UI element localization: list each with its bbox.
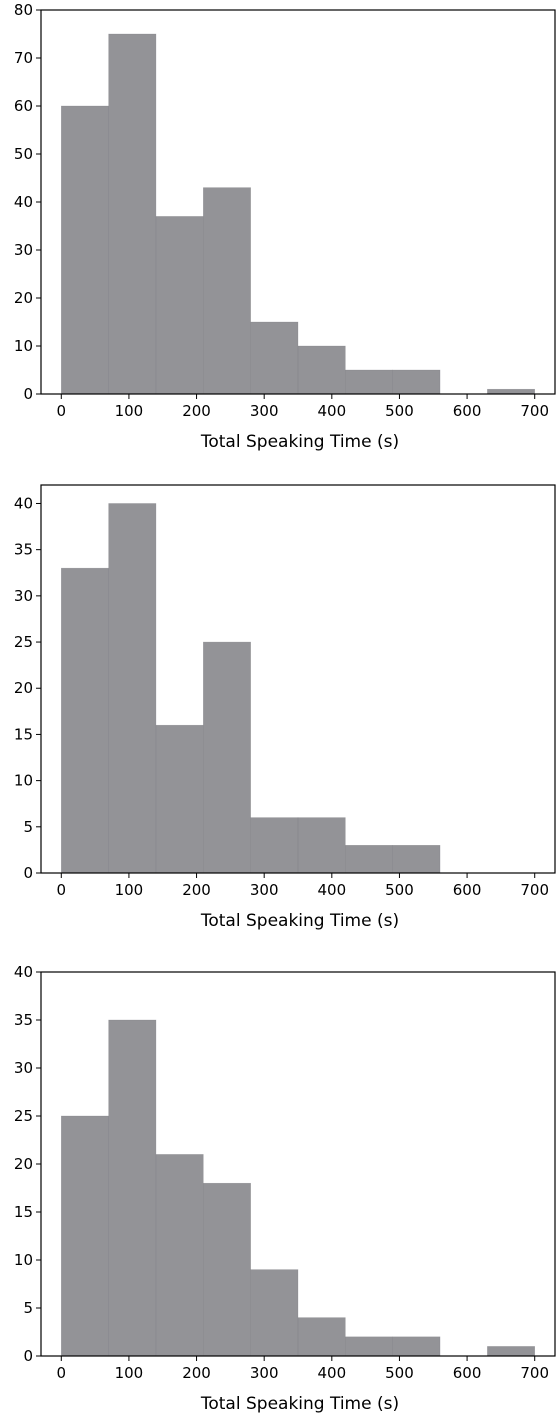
x-tick-label: 500 (385, 402, 414, 420)
x-tick-label: 200 (182, 881, 211, 899)
histogram-bar (203, 1182, 251, 1357)
histogram-bar (345, 845, 393, 874)
histogram-bar (250, 321, 299, 395)
y-tick-label: 25 (14, 633, 33, 651)
histogram-bar (392, 369, 441, 395)
x-tick-label: 200 (182, 1364, 211, 1382)
histogram-bar (487, 388, 535, 395)
x-tick-label: 700 (520, 402, 549, 420)
x-tick-label: 100 (115, 881, 144, 899)
y-tick-label: 30 (14, 587, 33, 605)
histogram-bar (203, 641, 251, 874)
y-tick-label: 5 (23, 1299, 33, 1317)
y-tick-label: 0 (23, 864, 33, 882)
x-axis-title: Total Speaking Time (s) (200, 432, 399, 452)
histogram-bar (61, 567, 109, 874)
x-axis-title: Total Speaking Time (s) (200, 911, 399, 931)
histogram-bar (108, 503, 157, 874)
histogram-bar (155, 1154, 204, 1357)
y-tick-label: 10 (14, 772, 33, 790)
histogram-bar (392, 845, 441, 874)
x-tick-label: 300 (250, 402, 279, 420)
y-tick-label: 20 (14, 1155, 33, 1173)
y-tick-label: 20 (14, 679, 33, 697)
y-tick-label: 35 (14, 541, 33, 559)
y-tick-label: 30 (14, 241, 33, 259)
y-tick-label: 40 (14, 193, 33, 211)
plot-frame (40, 484, 556, 874)
x-tick-label: 400 (317, 881, 346, 899)
x-tick-label: 100 (115, 1364, 144, 1382)
x-tick-label: 100 (115, 402, 144, 420)
histogram-bar (250, 817, 299, 874)
y-tick-label: 60 (14, 97, 33, 115)
y-tick-label: 30 (14, 1059, 33, 1077)
y-tick-label: 50 (14, 145, 33, 163)
histogram-bar (61, 105, 109, 395)
histogram-bar (297, 817, 346, 874)
y-tick-label: 35 (14, 1011, 33, 1029)
x-tick-label: 600 (453, 1364, 482, 1382)
x-tick-label: 300 (250, 881, 279, 899)
histogram-bar (108, 1019, 157, 1357)
y-tick-label: 0 (23, 1347, 33, 1365)
x-tick-label: 400 (317, 402, 346, 420)
histogram-bar (61, 1115, 109, 1357)
x-axis-title: Total Speaking Time (s) (200, 1394, 399, 1414)
x-tick-label: 400 (317, 1364, 346, 1382)
x-tick-label: 600 (453, 402, 482, 420)
histogram-bar (345, 369, 393, 395)
histogram-bar (250, 1269, 299, 1357)
y-tick-label: 0 (23, 385, 33, 403)
y-tick-label: 25 (14, 1107, 33, 1125)
x-tick-label: 0 (57, 1364, 67, 1382)
histogram-chart-1: 0 10 20 30 40 50 60 70 80 0 100 200 300 400 500 600 700 T… (14, 1, 556, 452)
x-tick-label: 0 (57, 881, 67, 899)
y-tick-label: 70 (14, 49, 33, 67)
histogram-bar (392, 1336, 441, 1357)
x-tick-label: 0 (57, 402, 67, 420)
y-tick-label: 40 (14, 494, 33, 512)
histogram-bar (108, 33, 157, 395)
y-tick-label: 5 (23, 818, 33, 836)
x-tick-label: 500 (385, 881, 414, 899)
histogram-bar (297, 345, 346, 395)
histogram-bar (203, 187, 251, 395)
histogram-bar (155, 724, 204, 874)
y-tick-label: 15 (14, 1203, 33, 1221)
x-tick-label: 600 (453, 881, 482, 899)
histogram-panel-2: 0 5 10 15 20 25 30 35 40 0 100 200 300 400 500 600 700 To… (0, 476, 556, 946)
histogram-bar (155, 216, 204, 395)
y-tick-label: 80 (14, 1, 33, 19)
histogram-bar (297, 1317, 346, 1357)
y-tick-label: 40 (14, 963, 33, 981)
x-tick-label: 300 (250, 1364, 279, 1382)
y-tick-label: 15 (14, 725, 33, 743)
histogram-bar (487, 1346, 535, 1357)
y-tick-label: 20 (14, 289, 33, 307)
y-tick-label: 10 (14, 1251, 33, 1269)
x-tick-label: 700 (520, 1364, 549, 1382)
y-tick-label: 10 (14, 337, 33, 355)
x-tick-label: 500 (385, 1364, 414, 1382)
histogram-panel-1: 0 10 20 30 40 50 60 70 80 0 100 200 300 400 500 600 700 T… (0, 0, 556, 470)
x-tick-label: 700 (520, 881, 549, 899)
x-tick-label: 200 (182, 402, 211, 420)
histogram-bar (345, 1336, 393, 1357)
histogram-panel-3: 0 5 10 15 20 25 30 35 40 0 100 200 300 400 500 600 700 To… (0, 958, 556, 1420)
